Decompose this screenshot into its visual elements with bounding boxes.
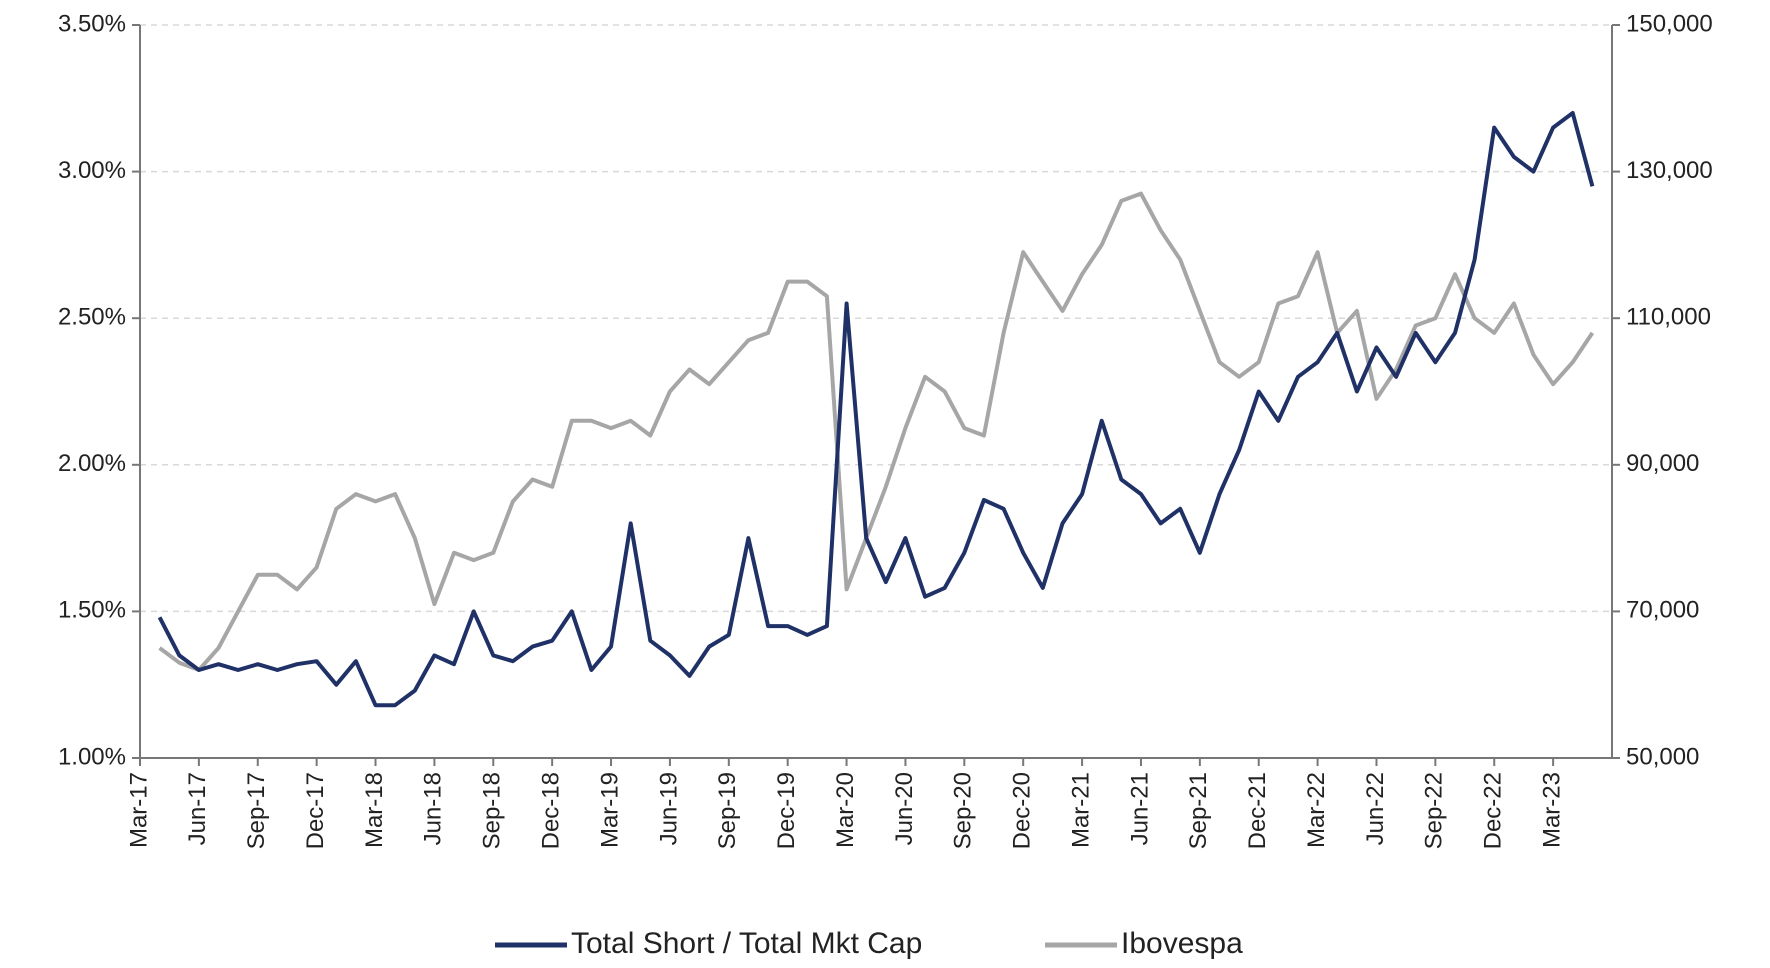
x-tick-label: Mar-22 (1303, 772, 1330, 848)
x-tick-label: Sep-17 (243, 772, 270, 849)
x-tick-label: Jun-17 (184, 772, 211, 845)
x-tick-label: Dec-19 (773, 772, 800, 849)
y2-tick-label: 130,000 (1626, 157, 1713, 184)
x-tick-label: Dec-21 (1244, 772, 1271, 849)
y2-tick-label: 70,000 (1626, 597, 1699, 624)
y2-tick-label: 50,000 (1626, 743, 1699, 770)
y-tick-label: 2.00% (58, 450, 126, 477)
x-tick-label: Mar-23 (1538, 772, 1565, 848)
series-line (157, 111, 1595, 708)
x-tick-label: Sep-22 (1421, 772, 1448, 849)
x-tick-label: Jun-19 (655, 772, 682, 845)
x-tick-label: Dec-18 (538, 772, 565, 849)
y-tick-label: 1.50% (58, 597, 126, 624)
x-tick-label: Sep-21 (1185, 772, 1212, 849)
series-line (158, 191, 1595, 672)
y-tick-label: 3.50% (58, 10, 126, 37)
x-tick-label: Jun-22 (1362, 772, 1389, 845)
y-tick-label: 2.50% (58, 304, 126, 331)
x-tick-label: Sep-19 (714, 772, 741, 849)
x-tick-label: Mar-19 (596, 772, 623, 848)
x-tick-label: Dec-20 (1009, 772, 1036, 849)
x-tick-label: Mar-18 (361, 772, 388, 848)
legend-label: Total Short / Total Mkt Cap (571, 927, 922, 960)
x-tick-label: Dec-22 (1480, 772, 1507, 849)
x-tick-label: Mar-20 (832, 772, 859, 848)
x-tick-label: Dec-17 (302, 772, 329, 849)
x-tick-label: Jun-21 (1126, 772, 1153, 845)
y-tick-label: 1.00% (58, 743, 126, 770)
y2-tick-label: 110,000 (1626, 304, 1711, 331)
y2-tick-label: 150,000 (1626, 10, 1713, 37)
x-tick-label: Sep-18 (479, 772, 506, 849)
y-tick-label: 3.00% (58, 157, 126, 184)
x-tick-label: Mar-21 (1067, 772, 1094, 848)
x-tick-label: Mar-17 (125, 772, 152, 848)
legend-label: Ibovespa (1121, 927, 1243, 960)
x-tick-label: Sep-20 (950, 772, 977, 849)
y2-tick-label: 90,000 (1626, 450, 1699, 477)
x-tick-label: Jun-18 (420, 772, 447, 845)
x-tick-label: Jun-20 (891, 772, 918, 845)
